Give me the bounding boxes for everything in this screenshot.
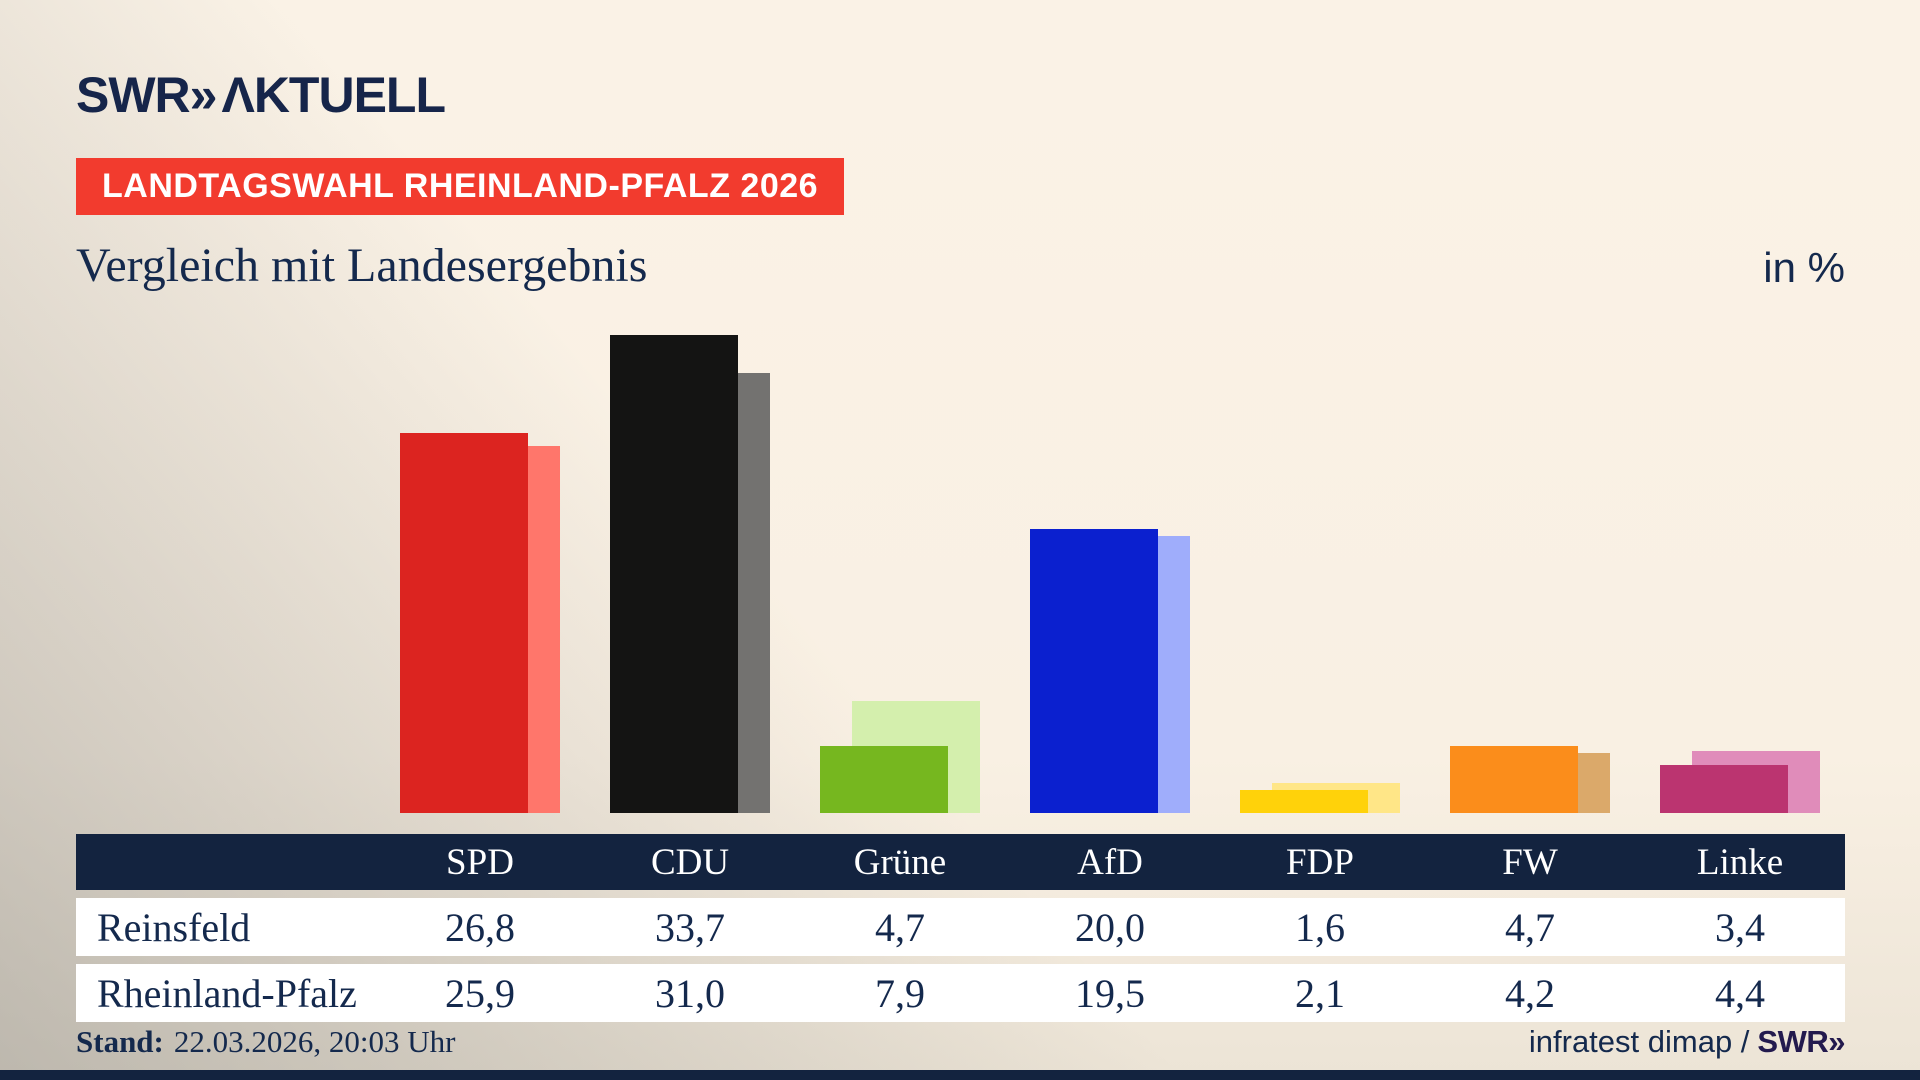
- row-label-Rheinland-Pfalz: Rheinland-Pfalz: [97, 970, 357, 1016]
- cell-header-Linke: Linke: [1696, 841, 1784, 883]
- cell-Linke-Rheinland-Pfalz: 4,4: [1715, 970, 1765, 1016]
- row-label-Reinsfeld: Reinsfeld: [97, 904, 251, 950]
- timestamp-label: Stand:: [76, 1024, 164, 1059]
- cell-FW-Reinsfeld: 4,7: [1505, 904, 1555, 950]
- aktuell-logo-text: ΛKTUELL: [221, 67, 446, 123]
- bar-CDU-Reinsfeld: [610, 335, 738, 813]
- unit-label: in %: [1763, 244, 1845, 291]
- swr-logo-text: SWR: [76, 67, 191, 123]
- source-text: infratest dimap /: [1528, 1024, 1750, 1059]
- cell-AfD-Reinsfeld: 20,0: [1075, 904, 1145, 950]
- cell-CDU-Rheinland-Pfalz: 31,0: [655, 970, 725, 1016]
- timestamp-value: 22.03.2026, 20:03 Uhr: [173, 1024, 456, 1059]
- table-header-row: SPD CDU Grüne AfD FDP FW Linke: [76, 834, 1845, 890]
- cell-Grüne-Reinsfeld: 4,7: [875, 904, 925, 950]
- cell-Linke-Reinsfeld: 3,4: [1715, 904, 1765, 950]
- bar-FW-Reinsfeld: [1450, 746, 1578, 813]
- cell-SPD-Reinsfeld: 26,8: [445, 904, 515, 950]
- cell-header-AfD: AfD: [1077, 841, 1143, 883]
- cell-CDU-Reinsfeld: 33,7: [655, 904, 725, 950]
- source-credit: infratest dimap / SWR»: [1528, 1024, 1846, 1060]
- bar-Grüne-Reinsfeld: [820, 746, 948, 813]
- table-row: Rheinland-Pfalz 25,9 31,0 7,9 19,5 2,1 4,2 4,4: [76, 964, 1845, 1022]
- cell-header-SPD: SPD: [446, 841, 514, 883]
- bar-Linke-Reinsfeld: [1660, 765, 1788, 813]
- cell-FW-Rheinland-Pfalz: 4,2: [1505, 970, 1555, 1016]
- bar-SPD-Reinsfeld: [400, 433, 528, 813]
- cell-AfD-Rheinland-Pfalz: 19,5: [1075, 970, 1145, 1016]
- cell-header-Grüne: Grüne: [853, 841, 947, 883]
- timestamp: Stand: 22.03.2026, 20:03 Uhr: [76, 1024, 455, 1060]
- bottom-accent-strip: [0, 1070, 1920, 1080]
- bar-FDP-Reinsfeld: [1240, 790, 1368, 813]
- swr-aktuell-logo: SWR» ΛKTUELL: [76, 66, 446, 124]
- swr-footer-logo: SWR»: [1757, 1024, 1845, 1059]
- cell-FDP-Rheinland-Pfalz: 2,1: [1295, 970, 1345, 1016]
- results-table: SPD CDU Grüne AfD FDP FW Linke Reinsfeld 26,8 33…: [76, 834, 1845, 1022]
- cell-SPD-Rheinland-Pfalz: 25,9: [445, 970, 515, 1016]
- cell-Grüne-Rheinland-Pfalz: 7,9: [875, 970, 925, 1016]
- swr-chevrons-icon: »: [189, 67, 218, 123]
- bar-AfD-Reinsfeld: [1030, 529, 1158, 813]
- cell-FDP-Reinsfeld: 1,6: [1295, 904, 1345, 950]
- cell-header-FW: FW: [1502, 841, 1558, 883]
- table-row: Reinsfeld 26,8 33,7 4,7 20,0 1,6 4,7 3,4: [76, 898, 1845, 956]
- cell-header-FDP: FDP: [1286, 841, 1354, 883]
- election-badge: LANDTAGSWAHL RHEINLAND-PFALZ 2026: [76, 158, 845, 215]
- cell-header-CDU: CDU: [650, 841, 730, 883]
- page-title: Vergleich mit Landesergebnis: [76, 239, 648, 292]
